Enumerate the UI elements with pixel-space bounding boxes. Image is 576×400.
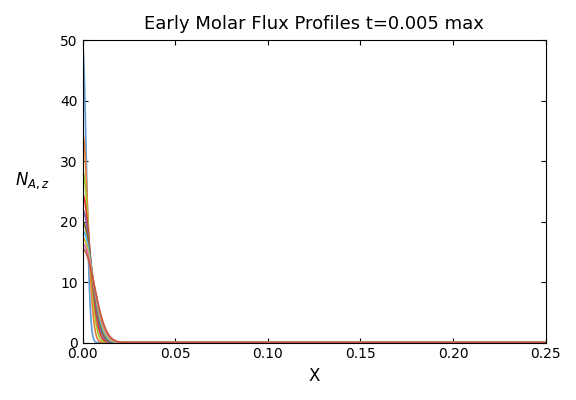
X-axis label: X: X — [309, 367, 320, 385]
Title: Early Molar Flux Profiles t=0.005 max: Early Molar Flux Profiles t=0.005 max — [144, 15, 484, 33]
Y-axis label: $N_{A,z}$: $N_{A,z}$ — [15, 171, 50, 191]
